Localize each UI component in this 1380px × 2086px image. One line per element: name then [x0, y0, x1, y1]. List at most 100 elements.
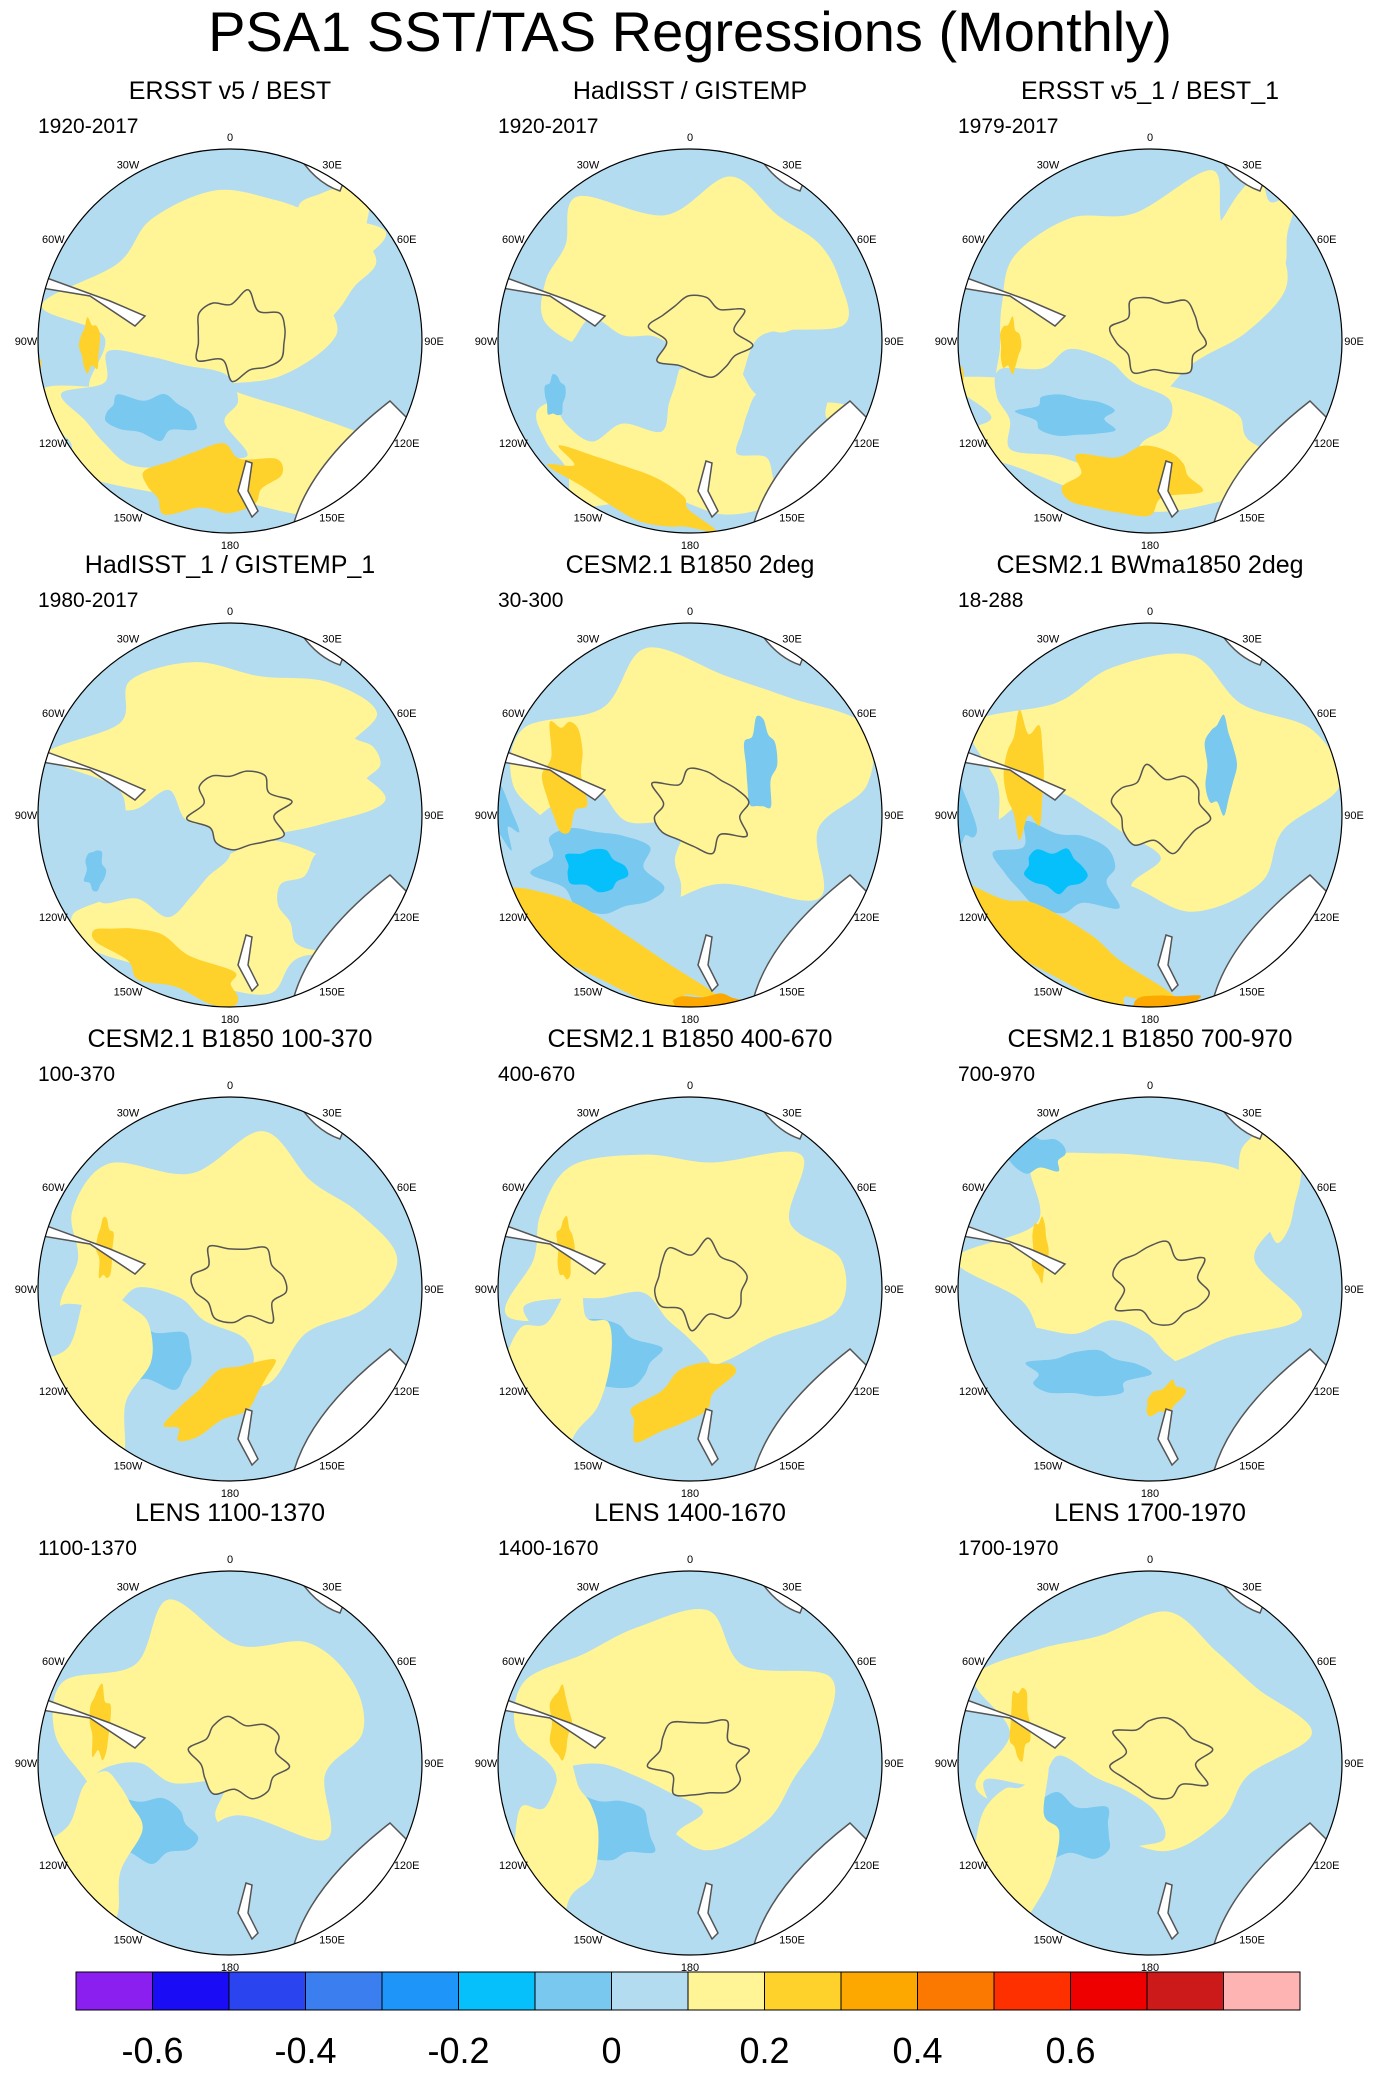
- map-fill: [38, 1097, 422, 1481]
- map-panel: CESM2.1 BWma1850 2deg 0 30E 60E 90E 120E 150E 1…: [920, 550, 1380, 1026]
- antarctica-outline: [1112, 1240, 1210, 1326]
- longitude-label: 120W: [39, 1860, 68, 1872]
- longitude-label: 120W: [39, 1386, 68, 1398]
- panel-period: 1979-2017: [958, 115, 1059, 138]
- longitude-label: 30E: [782, 633, 802, 645]
- polar-map: 0 30E 60E 90E 120E 150E 180 150W 120W 90W 60W 30W: [935, 1080, 1364, 1500]
- longitude-label: 30E: [1242, 159, 1262, 171]
- anomaly-region: [1014, 394, 1116, 437]
- south-america-outline: [498, 259, 607, 327]
- colorbar-tick-label: 0: [601, 2030, 622, 2071]
- longitude-label: 90W: [935, 336, 958, 348]
- anomaly-region: [630, 1362, 737, 1443]
- longitude-label: 150E: [779, 1461, 805, 1473]
- map-fill: [498, 1571, 882, 1955]
- new-zealand-outline: [697, 460, 719, 519]
- longitude-label: 90E: [1344, 336, 1364, 348]
- longitude-label: 60E: [1317, 708, 1337, 720]
- longitude-label: 60W: [42, 1656, 65, 1668]
- map-border: [497, 148, 883, 534]
- longitude-label: 90E: [884, 810, 904, 822]
- panel-period: 1980-2017: [38, 589, 139, 612]
- anomaly-region: [958, 746, 977, 844]
- map-panel: CESM2.1 B1850 700-970 0 30E 60E 90E 120E 150E 1…: [920, 1024, 1380, 1500]
- longitude-label: 180: [221, 1014, 239, 1026]
- panel-title: CESM2.1 B1850 100-370: [87, 1025, 373, 1053]
- longitude-label: 180: [221, 1488, 239, 1500]
- colorbar-swatch: [764, 1971, 842, 2011]
- colorbar-swatch: [993, 1971, 1071, 2011]
- anomaly-region: [1000, 316, 1022, 375]
- longitude-label: 60W: [502, 1182, 525, 1194]
- longitude-label: 60E: [1317, 1656, 1337, 1668]
- anomaly-region: [45, 662, 386, 849]
- longitude-label: 120W: [499, 438, 528, 450]
- panel-period: 100-370: [38, 1063, 116, 1086]
- longitude-label: 90E: [1344, 1758, 1364, 1770]
- longitude-label: 0: [687, 1080, 693, 1092]
- anomaly-region: [734, 249, 837, 333]
- longitude-label: 60E: [397, 234, 417, 246]
- colorbar-swatch: [1223, 1971, 1301, 2011]
- longitude-label: 60W: [962, 234, 985, 246]
- longitude-label: 30W: [117, 633, 140, 645]
- longitude-label: 150E: [1239, 987, 1265, 999]
- longitude-label: 30W: [1037, 1107, 1060, 1119]
- polar-map: 0 30E 60E 90E 120E 150E 180 150W 120W 90W 60W 30W: [15, 132, 444, 552]
- longitude-label: 30E: [1242, 633, 1262, 645]
- south-america-outline: [38, 1681, 147, 1749]
- anomaly-region: [1025, 1349, 1152, 1397]
- antarctica-outline: [195, 289, 286, 383]
- longitude-label: 120W: [959, 912, 988, 924]
- longitude-label: 30W: [117, 159, 140, 171]
- new-zealand-outline: [1157, 934, 1179, 993]
- new-zealand-outline: [1157, 1408, 1179, 1467]
- panel-title: HadISST / GISTEMP: [572, 77, 808, 105]
- longitude-label: 30W: [577, 1581, 600, 1593]
- longitude-label: 90E: [424, 810, 444, 822]
- longitude-label: 120E: [854, 1860, 880, 1872]
- longitude-label: 180: [1141, 1014, 1159, 1026]
- panel-period: 18-288: [958, 589, 1024, 612]
- longitude-label: 90W: [935, 1284, 958, 1296]
- longitude-label: 0: [1147, 1080, 1153, 1092]
- map-panel: HadISST_1 / GISTEMP_1 0 30E 60E 90E 120E 150E 1…: [0, 550, 460, 1026]
- antarctica-outline: [1109, 1716, 1214, 1800]
- figure-title: PSA1 SST/TAS Regressions (Monthly): [208, 0, 1172, 63]
- panel-title: HadISST_1 / GISTEMP_1: [84, 551, 376, 579]
- longitude-label: 60E: [1317, 1182, 1337, 1194]
- panel-period: 1400-1670: [498, 1537, 599, 1560]
- colorbar-tick-label: -0.2: [427, 2030, 490, 2071]
- panel-title: LENS 1100-1370: [135, 1499, 325, 1527]
- longitude-label: 60E: [397, 708, 417, 720]
- longitude-label: 30E: [322, 633, 342, 645]
- longitude-label: 90W: [475, 336, 498, 348]
- longitude-label: 0: [227, 1554, 233, 1566]
- longitude-label: 30E: [782, 1107, 802, 1119]
- longitude-label: 180: [221, 540, 239, 552]
- colorbar-swatch: [75, 1971, 153, 2011]
- antarctica-outline: [651, 767, 750, 855]
- new-zealand-outline: [697, 1408, 719, 1467]
- map-border: [37, 148, 423, 534]
- south-america-outline: [38, 259, 147, 327]
- longitude-label: 120E: [1314, 1860, 1340, 1872]
- polar-map: 0 30E 60E 90E 120E 150E 180 150W 120W 90W 60W 30W: [15, 1554, 444, 1974]
- polar-map: 0 30E 60E 90E 120E 150E 180 150W 120W 90W 60W 30W: [475, 606, 904, 1026]
- anomaly-region: [41, 189, 387, 401]
- new-zealand-outline: [237, 1882, 259, 1941]
- anomaly-region: [544, 374, 566, 416]
- panel-title: ERSST v5 / BEST: [128, 77, 332, 105]
- map-border: [957, 622, 1343, 1008]
- longitude-label: 60W: [962, 1182, 985, 1194]
- longitude-label: 180: [681, 1014, 699, 1026]
- longitude-label: 150E: [319, 1461, 345, 1473]
- colorbar-swatch: [305, 1971, 383, 2011]
- south-america-outline: [498, 1207, 607, 1275]
- longitude-label: 150W: [1034, 513, 1063, 525]
- panel-period: 1700-1970: [958, 1537, 1059, 1560]
- anomaly-region: [163, 1359, 276, 1442]
- map-border: [957, 1096, 1343, 1482]
- longitude-label: 180: [1141, 540, 1159, 552]
